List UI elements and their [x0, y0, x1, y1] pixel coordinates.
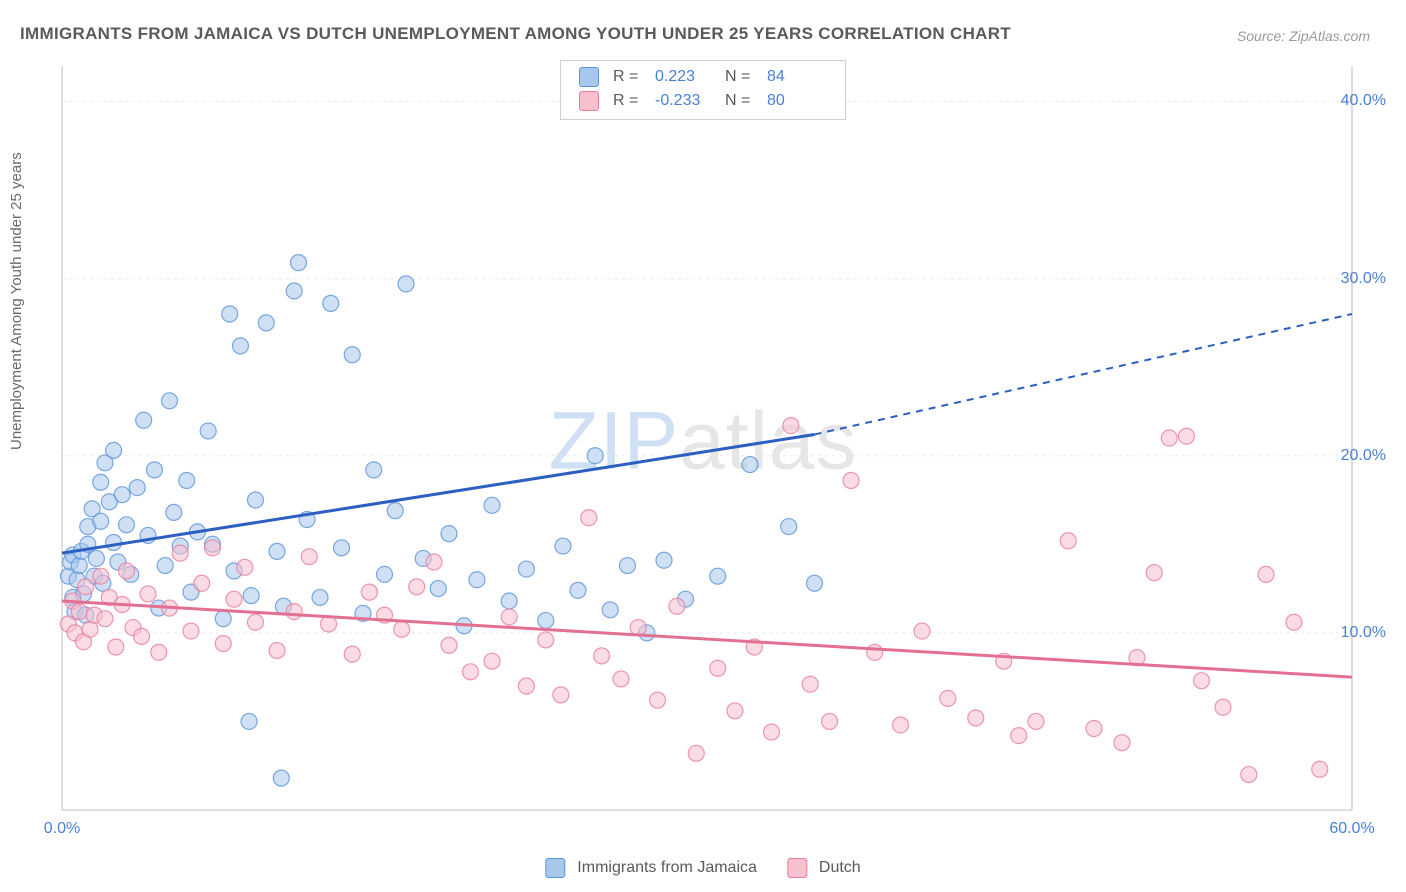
- n-label: N =: [725, 65, 757, 89]
- swatch-pink-icon: [579, 91, 599, 111]
- r-label: R =: [613, 89, 645, 113]
- source-label: Source: ZipAtlas.com: [1237, 28, 1370, 44]
- legend-series: Immigrants from Jamaica Dutch: [545, 858, 860, 878]
- legend-item-pink: Dutch: [787, 858, 861, 878]
- n-value: 84: [767, 65, 827, 89]
- chart-title: IMMIGRANTS FROM JAMAICA VS DUTCH UNEMPLO…: [20, 24, 1011, 44]
- y-tick-label: 10.0%: [1341, 624, 1386, 642]
- legend-label: Dutch: [819, 859, 861, 877]
- y-tick-label: 40.0%: [1341, 92, 1386, 110]
- legend-label: Immigrants from Jamaica: [577, 859, 757, 877]
- scatter-plot: [56, 60, 1372, 830]
- legend-item-blue: Immigrants from Jamaica: [545, 858, 757, 878]
- swatch-blue-icon: [545, 858, 565, 878]
- y-tick-label: 30.0%: [1341, 270, 1386, 288]
- x-tick-label: 60.0%: [1329, 820, 1374, 838]
- r-value: 0.223: [655, 65, 715, 89]
- r-value: -0.233: [655, 89, 715, 113]
- swatch-blue-icon: [579, 67, 599, 87]
- swatch-pink-icon: [787, 858, 807, 878]
- legend-row-blue: R = 0.223 N = 84: [579, 65, 827, 89]
- n-label: N =: [725, 89, 757, 113]
- legend-row-pink: R = -0.233 N = 80: [579, 89, 827, 113]
- y-tick-label: 20.0%: [1341, 447, 1386, 465]
- legend-correlation: R = 0.223 N = 84 R = -0.233 N = 80: [560, 60, 846, 120]
- y-axis-label: Unemployment Among Youth under 25 years: [8, 152, 25, 450]
- r-label: R =: [613, 65, 645, 89]
- n-value: 80: [767, 89, 827, 113]
- x-tick-label: 0.0%: [44, 820, 80, 838]
